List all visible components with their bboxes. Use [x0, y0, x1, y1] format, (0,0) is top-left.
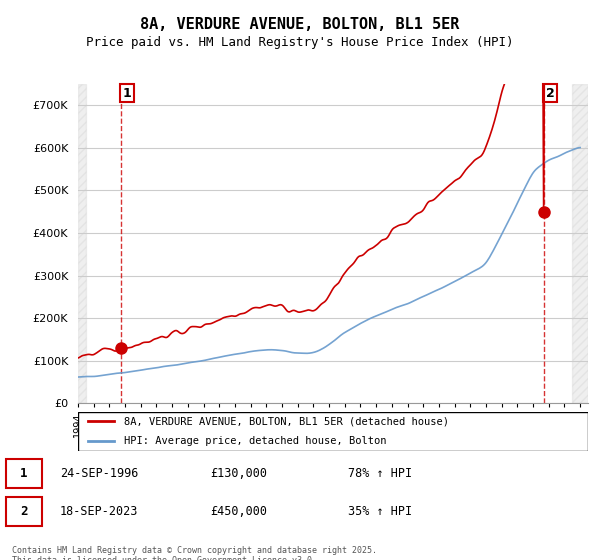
FancyBboxPatch shape	[6, 459, 42, 488]
Text: 2: 2	[20, 505, 28, 518]
Text: 8A, VERDURE AVENUE, BOLTON, BL1 5ER (detached house): 8A, VERDURE AVENUE, BOLTON, BL1 5ER (det…	[124, 417, 449, 426]
Text: 1: 1	[20, 467, 28, 480]
Text: £130,000: £130,000	[210, 467, 267, 480]
Bar	[78, 84, 86, 403]
FancyBboxPatch shape	[6, 497, 42, 526]
Text: 8A, VERDURE AVENUE, BOLTON, BL1 5ER: 8A, VERDURE AVENUE, BOLTON, BL1 5ER	[140, 17, 460, 32]
Text: 78% ↑ HPI: 78% ↑ HPI	[348, 467, 412, 480]
Text: Price paid vs. HM Land Registry's House Price Index (HPI): Price paid vs. HM Land Registry's House …	[86, 36, 514, 49]
FancyBboxPatch shape	[78, 412, 588, 451]
Text: 1: 1	[122, 87, 131, 100]
Text: 2: 2	[546, 87, 554, 100]
Text: 18-SEP-2023: 18-SEP-2023	[60, 505, 139, 518]
Text: £450,000: £450,000	[210, 505, 267, 518]
Bar	[572, 84, 588, 403]
Text: Contains HM Land Registry data © Crown copyright and database right 2025.
This d: Contains HM Land Registry data © Crown c…	[12, 546, 377, 560]
Text: 35% ↑ HPI: 35% ↑ HPI	[348, 505, 412, 518]
Text: HPI: Average price, detached house, Bolton: HPI: Average price, detached house, Bolt…	[124, 436, 386, 446]
Text: 24-SEP-1996: 24-SEP-1996	[60, 467, 139, 480]
